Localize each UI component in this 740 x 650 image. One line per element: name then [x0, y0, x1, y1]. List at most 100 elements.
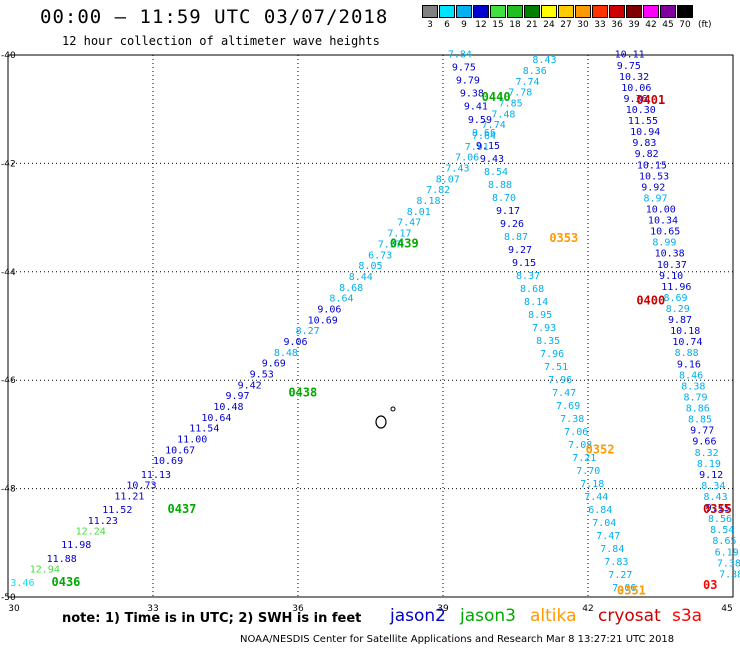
swh-value-track: 8.65	[712, 536, 736, 547]
swh-value-track: 7.84	[600, 544, 624, 555]
swh-value-track: 8.54	[710, 525, 734, 536]
swh-value-jason2: 9.06	[317, 304, 341, 315]
legend-s3a: s3a	[672, 606, 703, 626]
swh-value-jason2: 9.06	[284, 337, 308, 348]
colorbar-swatch	[490, 5, 506, 18]
swh-value-track: 11.55	[628, 116, 658, 127]
pass-time-label: 0353	[549, 231, 578, 245]
swh-value-track: 9.77	[690, 426, 714, 437]
swh-value-track: 9.82	[635, 149, 659, 160]
swh-value-jason2: 11.13	[141, 470, 171, 481]
pass-time-label: 0440	[482, 90, 511, 104]
swh-value-jason2: 8.44	[349, 272, 373, 283]
colorbar-swatch	[524, 5, 540, 18]
swh-value-track: 8.56	[708, 514, 732, 525]
swh-value-track: 8.99	[652, 238, 676, 249]
swh-value-track: 8.68	[520, 284, 544, 295]
swh-value-track: 7.44	[584, 492, 608, 503]
swh-value-track: 8.32	[695, 448, 719, 459]
swh-value-track: 7.96	[548, 375, 572, 386]
swh-value-track: 9.79	[456, 76, 480, 87]
colorbar-label: 27	[560, 20, 572, 30]
swh-value-track: 8.29	[666, 304, 690, 315]
colorbar-swatch	[609, 5, 625, 18]
y-tick-label: -48	[1, 485, 16, 495]
y-tick-label: -40	[1, 51, 16, 61]
swh-value-track: 10.15	[637, 160, 667, 171]
pass-time-label: 0437	[168, 502, 197, 516]
colorbar-label: 9	[461, 20, 467, 30]
swh-value-jason2: 11.88	[47, 554, 77, 565]
colorbar-label: 3	[427, 20, 433, 30]
colorbar-swatch	[422, 5, 438, 18]
swh-value-track: 9.92	[641, 182, 665, 193]
swh-value-jason2: 7.17	[387, 229, 411, 240]
swh-value-track: 9.15	[512, 258, 536, 269]
colorbar-label: 12	[475, 20, 487, 30]
colorbar-label: 6	[444, 20, 450, 30]
swh-value-track: 9.87	[668, 315, 692, 326]
pass-time-label: 0401	[636, 93, 665, 107]
swh-value-track: 8.87	[504, 232, 528, 243]
swh-value-jason2: 9.53	[250, 369, 274, 380]
swh-value-track: 9.10	[659, 271, 683, 282]
swh-value-track: 7.93	[532, 323, 556, 334]
swh-value-track: 7.27	[608, 570, 632, 581]
legend-jason2: jason2	[390, 606, 446, 626]
swh-value-track: 7.04	[592, 518, 616, 529]
swh-value-jason2: 7.47	[397, 218, 421, 229]
colorbar-swatch	[575, 5, 591, 18]
swh-value-track: 9.15	[706, 503, 730, 514]
swh-value-jason2: 7.06	[455, 153, 479, 164]
swh-value-track: 9.66	[692, 437, 716, 448]
footnote: note: 1) Time is in UTC; 2) SWH is in fe…	[62, 611, 362, 626]
colorbar-label: 30	[577, 20, 589, 30]
y-tick-label: -42	[1, 159, 16, 169]
legend-cryosat: cryosat	[598, 606, 661, 626]
colorbar-label: 39	[628, 20, 640, 30]
swh-value-jason2: 10.69	[153, 456, 183, 467]
swh-value-jason2: 7.43	[445, 164, 469, 175]
swh-value-jason2: 8.36	[523, 66, 547, 77]
swh-value-track: 8.85	[688, 415, 712, 426]
pass-time-label: 0439	[390, 236, 419, 250]
pass-time-label: 03	[703, 578, 717, 592]
swh-value-track: 11.96	[661, 282, 691, 293]
colorbar-label: 21	[526, 20, 538, 30]
swh-value-track: 10.94	[630, 127, 660, 138]
colorbar-swatch	[507, 5, 523, 18]
swh-value-track: 7.21	[572, 453, 596, 464]
island-outline	[375, 415, 387, 429]
colorbar-swatch	[541, 5, 557, 18]
swh-value-track: 8.79	[684, 392, 708, 403]
y-tick-label: -50	[1, 593, 16, 603]
swh-value-track: 7.70	[576, 466, 600, 477]
swh-value-track: 10.18	[670, 326, 700, 337]
swh-value-jason2: 7.64	[472, 131, 496, 142]
pass-time-label: 0400	[636, 293, 665, 307]
swh-value-track: 9.83	[632, 138, 656, 149]
colorbar-label: 15	[492, 20, 504, 30]
swh-value-track: 7.06	[564, 427, 588, 438]
swh-value-track: 10.11	[615, 50, 645, 61]
swh-value-track: 8.14	[524, 297, 548, 308]
swh-value-track: 9.12	[699, 470, 723, 481]
colorbar-label: 45	[662, 20, 674, 30]
swh-value-track: 10.53	[639, 171, 669, 182]
swh-value-track: 8.70	[492, 193, 516, 204]
swh-value-jason2: 7.78	[508, 88, 532, 99]
swh-value-track: 7.47	[552, 388, 576, 399]
swh-value-track: 9.15	[476, 141, 500, 152]
swh-value-jason2: 10.69	[308, 315, 338, 326]
swh-value-track: 9.38	[460, 89, 484, 100]
swh-value-jason2: 7.37	[378, 239, 402, 250]
x-tick-label: 36	[292, 604, 304, 614]
swh-value-track: 8.88	[488, 180, 512, 191]
swh-value-jason2: 8.27	[296, 326, 320, 337]
swh-value-jason2: 8.01	[407, 207, 431, 218]
swh-value-jason2: 11.00	[177, 435, 207, 446]
swh-value-track: 9.26	[500, 219, 524, 230]
swh-value-jason2: 12.24	[76, 527, 106, 538]
legend-altika: altika	[530, 606, 577, 626]
swh-value-track: 9.75	[617, 61, 641, 72]
